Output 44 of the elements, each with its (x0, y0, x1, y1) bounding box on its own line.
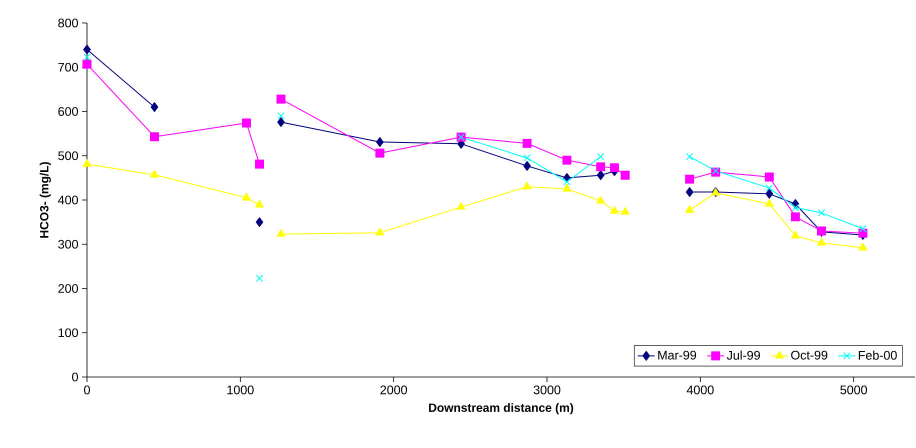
point (150, 132, 159, 142)
point (277, 117, 285, 128)
legend-label: Oct-99 (791, 350, 828, 360)
x-tick-label: 5000 (840, 386, 868, 394)
point (817, 238, 826, 246)
y-tick-label: 0 (72, 372, 78, 382)
point (150, 170, 159, 178)
point (150, 102, 158, 112)
y-tick-label: 400 (58, 196, 78, 204)
point (83, 44, 91, 54)
point (242, 192, 251, 200)
x-tick-label: 3000 (534, 386, 560, 394)
legend-label: Mar-99 (658, 350, 696, 360)
point (255, 160, 264, 169)
point (256, 274, 264, 282)
point (82, 60, 92, 69)
y-tick-label: 500 (58, 151, 78, 160)
x-tick-label: 2000 (380, 386, 408, 394)
point (375, 148, 384, 158)
x-tick-label: 1000 (227, 386, 254, 394)
y-tick-label: 100 (58, 328, 78, 338)
y-tick-label: 600 (58, 107, 78, 116)
y-axis-title: HCO3- (mg/L) (40, 162, 51, 238)
legend-label: Jul-99 (726, 350, 760, 360)
point (276, 229, 286, 237)
point (242, 118, 251, 128)
point (791, 230, 800, 239)
point (276, 94, 286, 104)
y-tick-label: 700 (58, 62, 78, 72)
legend-label: Feb-00 (858, 350, 897, 360)
x-axis-title: Downstream distance (m) (429, 403, 574, 414)
point (277, 112, 285, 120)
point (83, 53, 91, 61)
point (82, 159, 92, 167)
x-tick-label: 4000 (686, 386, 714, 394)
y-tick-label: 200 (58, 284, 78, 293)
point (255, 200, 264, 208)
y-tick-label: 800 (58, 18, 78, 28)
x-tick-label: 0 (84, 386, 90, 394)
point (858, 242, 868, 250)
point (256, 217, 264, 228)
point (376, 228, 384, 236)
y-tick-label: 300 (58, 240, 78, 249)
point (376, 137, 384, 147)
